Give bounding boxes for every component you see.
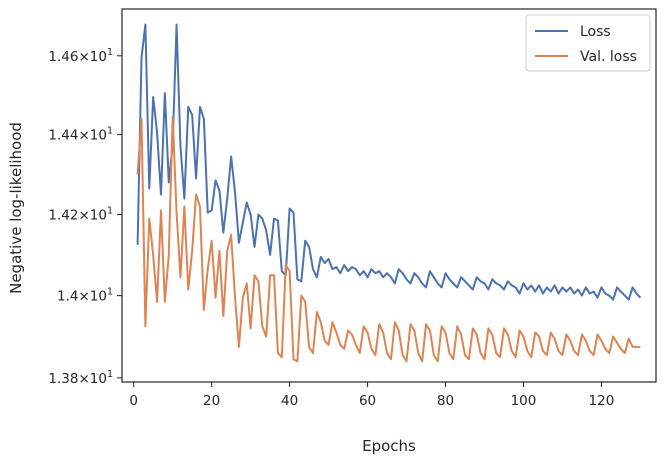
y-tick-times: × — [78, 49, 89, 65]
legend: Loss Val. loss — [525, 14, 651, 72]
x-axis-title: Epochs — [362, 437, 416, 455]
y-tick-label: 1.38×101 — [48, 369, 113, 387]
y-tick-label: 1.44×101 — [48, 126, 113, 144]
y-tick-exponent: 1 — [107, 206, 113, 217]
y-tick-exponent: 1 — [107, 369, 113, 380]
y-tick-label: 1.4×101 — [57, 287, 113, 305]
legend-label-loss: Loss — [580, 24, 611, 40]
y-tick-times: × — [78, 208, 89, 224]
y-tick-base: 10 — [90, 128, 107, 144]
series-layer — [136, 23, 642, 363]
x-tick-label: 80 — [437, 393, 454, 409]
y-tick-times: × — [78, 128, 89, 144]
y-tick-mantissa: 1.46 — [48, 49, 78, 65]
y-tick-mantissa: 1.42 — [48, 208, 78, 224]
y-axis-title: Negative log-likelihood — [7, 122, 25, 294]
y-tick-mantissa: 1.4 — [57, 289, 78, 305]
y-tick-exponent: 1 — [107, 126, 113, 137]
x-tick-label: 40 — [281, 393, 298, 409]
x-tick-label: 60 — [359, 393, 376, 409]
y-tick-base: 10 — [90, 371, 107, 387]
y-tick-label: 1.46×101 — [48, 47, 113, 65]
y-tick-label: 1.42×101 — [48, 206, 113, 224]
y-tick-times: × — [78, 371, 89, 387]
x-tick-label: 120 — [589, 393, 615, 409]
x-axis: 0 20 40 60 80 100 120 — [129, 382, 614, 409]
x-tick-label: 0 — [129, 393, 138, 409]
y-tick-base: 10 — [90, 208, 107, 224]
series-line-loss — [136, 23, 642, 301]
legend-label-val-loss: Val. loss — [580, 49, 637, 65]
y-tick-exponent: 1 — [107, 287, 113, 298]
x-tick-label: 100 — [511, 393, 537, 409]
y-tick-exponent: 1 — [107, 47, 113, 58]
y-tick-base: 10 — [90, 49, 107, 65]
y-tick-mantissa: 1.38 — [48, 371, 78, 387]
x-tick-label: 20 — [203, 393, 220, 409]
y-tick-base: 10 — [90, 289, 107, 305]
y-tick-mantissa: 1.44 — [48, 128, 78, 144]
series-line-val-loss — [136, 115, 641, 363]
y-tick-times: × — [78, 289, 89, 305]
